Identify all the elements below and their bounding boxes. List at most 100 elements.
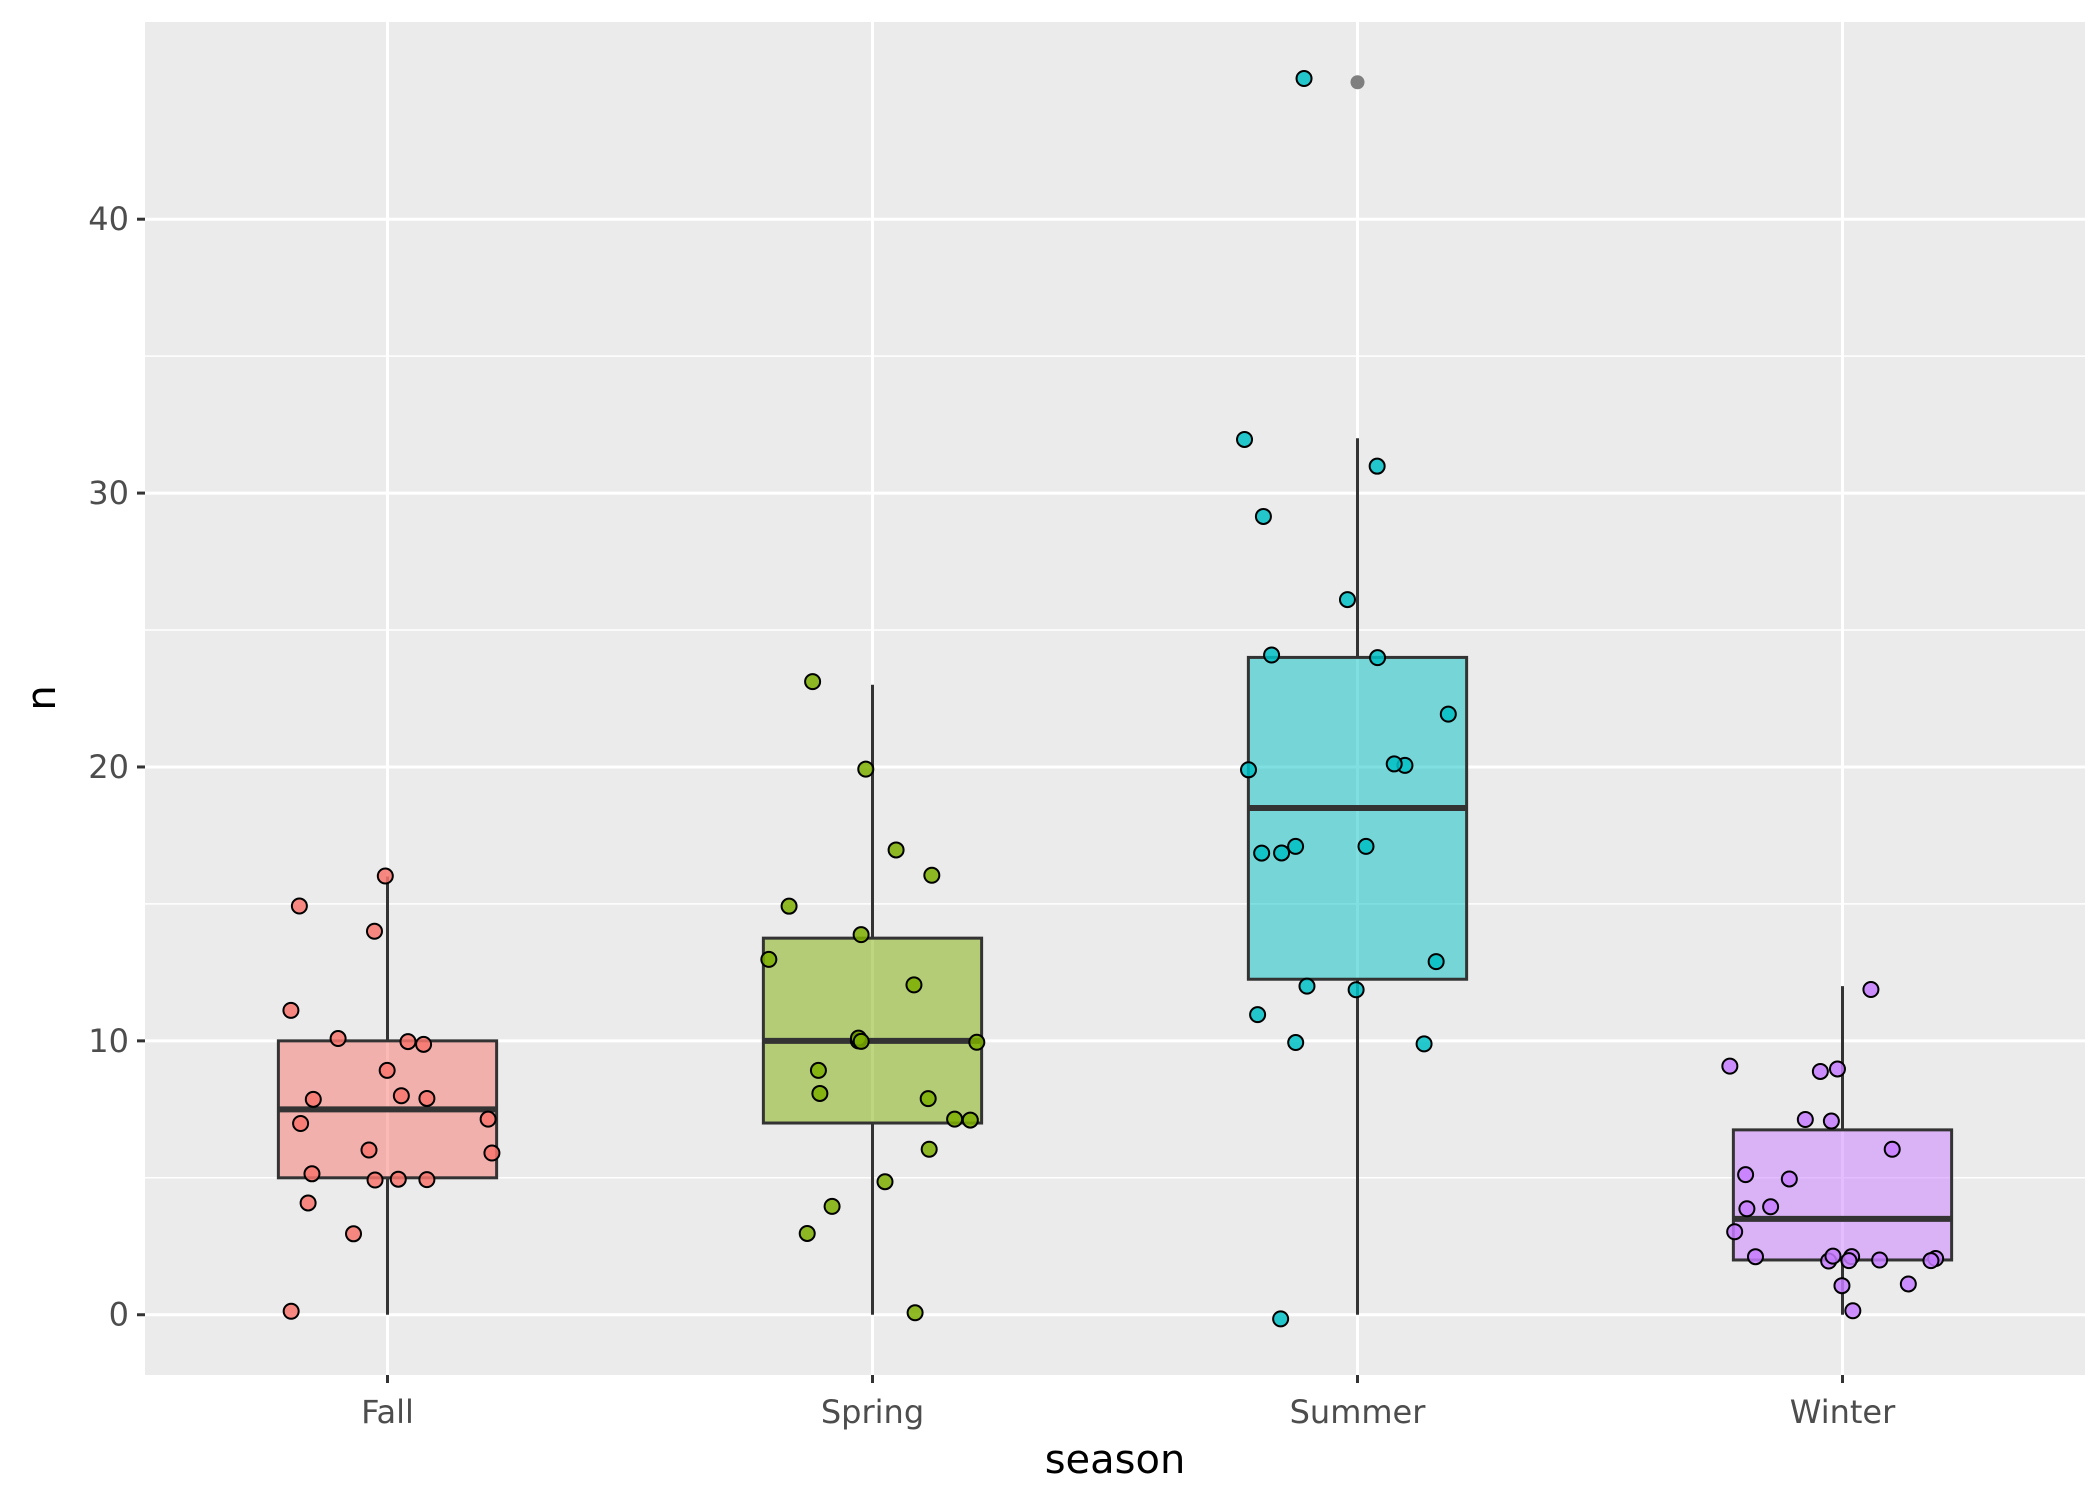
data-point bbox=[376, 867, 394, 885]
data-point bbox=[1427, 953, 1445, 971]
data-point bbox=[1415, 1035, 1433, 1053]
data-point bbox=[1240, 761, 1258, 779]
data-point bbox=[923, 866, 941, 884]
data-point bbox=[1871, 1251, 1889, 1269]
data-point bbox=[415, 1035, 433, 1053]
data-point bbox=[304, 1090, 322, 1108]
x-tick-label: Winter bbox=[1790, 1393, 1896, 1431]
data-point bbox=[392, 1087, 410, 1105]
data-point bbox=[303, 1165, 321, 1183]
y-tick-label: 20 bbox=[88, 748, 129, 786]
data-point bbox=[1347, 981, 1365, 999]
data-point bbox=[1811, 1062, 1829, 1080]
y-tick-label: 30 bbox=[88, 474, 129, 512]
data-point bbox=[1738, 1200, 1756, 1218]
data-point bbox=[1236, 430, 1254, 448]
data-point bbox=[760, 950, 778, 968]
data-point bbox=[1338, 591, 1356, 609]
data-point bbox=[1249, 1006, 1267, 1024]
box-summer bbox=[1246, 655, 1469, 981]
data-point bbox=[389, 1170, 407, 1188]
box-spring bbox=[761, 936, 984, 1125]
data-point bbox=[905, 976, 923, 994]
data-point bbox=[366, 1171, 384, 1189]
data-point bbox=[1298, 977, 1316, 995]
data-point bbox=[329, 1030, 347, 1048]
boxes-layer bbox=[276, 75, 1954, 1315]
data-point bbox=[811, 1084, 829, 1102]
data-point bbox=[1287, 1034, 1305, 1052]
data-point bbox=[804, 673, 822, 691]
data-point bbox=[399, 1033, 417, 1051]
data-point bbox=[365, 922, 383, 940]
y-axis: 0 10 20 30 40 bbox=[88, 200, 145, 1334]
y-axis-title: n bbox=[19, 685, 65, 710]
data-point bbox=[968, 1033, 986, 1051]
data-point bbox=[1844, 1302, 1862, 1320]
data-point bbox=[479, 1110, 497, 1128]
data-point bbox=[1263, 646, 1281, 664]
y-tick-label: 0 bbox=[109, 1296, 129, 1334]
x-tick-label: Summer bbox=[1290, 1393, 1427, 1431]
data-point bbox=[1828, 1060, 1846, 1078]
data-point bbox=[920, 1140, 938, 1158]
data-point bbox=[1922, 1252, 1940, 1270]
data-point bbox=[780, 897, 798, 915]
y-tick-label: 10 bbox=[88, 1022, 129, 1060]
data-point bbox=[418, 1171, 436, 1189]
data-point bbox=[360, 1141, 378, 1159]
data-point bbox=[1295, 70, 1313, 88]
data-point bbox=[1357, 837, 1375, 855]
data-point bbox=[1273, 844, 1291, 862]
box-winter bbox=[1731, 1128, 1954, 1262]
data-point bbox=[852, 1032, 870, 1050]
data-point bbox=[1439, 705, 1457, 723]
data-point bbox=[1253, 844, 1271, 862]
data-point bbox=[852, 926, 870, 944]
data-point bbox=[1272, 1310, 1290, 1328]
data-point bbox=[1824, 1247, 1842, 1265]
data-point bbox=[1780, 1170, 1798, 1188]
outlier-point bbox=[1350, 75, 1365, 90]
data-point bbox=[483, 1144, 501, 1162]
x-axis: Fall Spring Summer Winter bbox=[361, 1375, 1896, 1431]
data-point bbox=[798, 1224, 816, 1242]
data-point bbox=[1746, 1248, 1764, 1266]
data-point bbox=[887, 841, 905, 859]
data-point bbox=[282, 1001, 300, 1019]
data-point bbox=[1796, 1110, 1814, 1128]
data-point bbox=[418, 1089, 436, 1107]
data-point bbox=[809, 1061, 827, 1079]
data-point bbox=[1899, 1275, 1917, 1293]
x-axis-title: season bbox=[1045, 1437, 1186, 1483]
data-point bbox=[1833, 1277, 1851, 1295]
data-point bbox=[1737, 1166, 1755, 1184]
data-point bbox=[292, 1114, 310, 1132]
data-point bbox=[378, 1061, 396, 1079]
data-point bbox=[946, 1110, 964, 1128]
y-tick-label: 40 bbox=[88, 200, 129, 238]
x-tick-label: Spring bbox=[821, 1393, 924, 1431]
data-point bbox=[823, 1197, 841, 1215]
data-point bbox=[290, 897, 308, 915]
data-point bbox=[1762, 1198, 1780, 1216]
data-point bbox=[906, 1304, 924, 1322]
data-point bbox=[857, 760, 875, 778]
x-tick-label: Fall bbox=[361, 1393, 414, 1431]
data-point bbox=[282, 1302, 300, 1320]
data-point bbox=[345, 1225, 363, 1243]
data-point bbox=[1822, 1112, 1840, 1130]
data-point bbox=[919, 1090, 937, 1108]
data-point bbox=[1726, 1223, 1744, 1241]
data-point bbox=[1254, 507, 1272, 525]
data-point bbox=[1883, 1140, 1901, 1158]
data-point bbox=[1721, 1057, 1739, 1075]
data-point bbox=[876, 1173, 894, 1191]
data-point bbox=[1287, 837, 1305, 855]
data-point bbox=[1385, 755, 1403, 773]
data-point bbox=[1862, 980, 1880, 998]
jitter-points-layer bbox=[282, 70, 1945, 1328]
data-point bbox=[299, 1194, 317, 1212]
data-point bbox=[1368, 457, 1386, 475]
